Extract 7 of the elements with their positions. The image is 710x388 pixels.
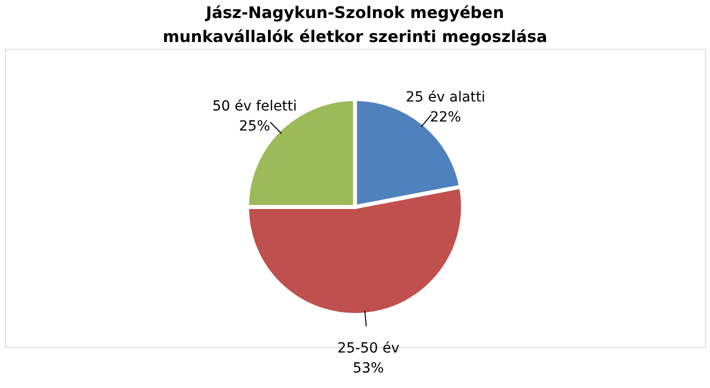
data-label: 53%: [352, 360, 384, 376]
data-label: 25%: [239, 118, 270, 135]
chart-title: Jász-Nagykun-Szolnok megyében munkavállalók életkor szerinti megoszlása: [162, 3, 548, 46]
data-label: 22%: [430, 110, 462, 126]
slice-label: 50 év feletti: [212, 98, 297, 115]
slice-label: 25-50 év: [337, 340, 400, 356]
slice-label: 25 év alatti: [406, 90, 486, 106]
